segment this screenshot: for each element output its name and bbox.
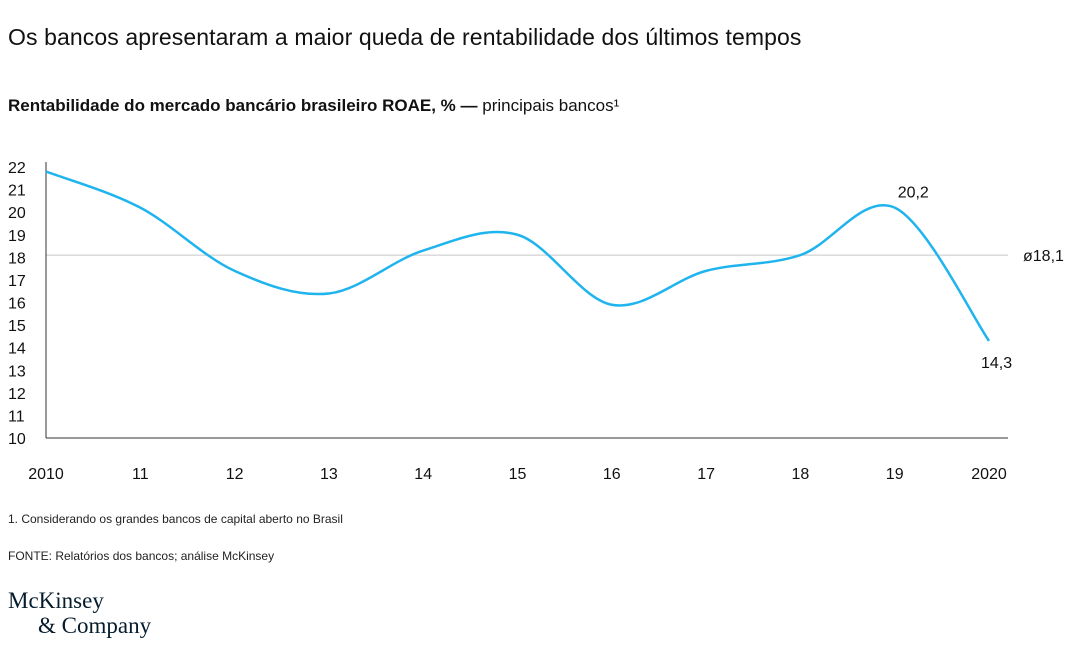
x-tick-label: 17	[697, 466, 715, 483]
y-tick-label: 16	[8, 296, 26, 313]
subtitle-regular: principais bancos¹	[477, 96, 620, 115]
data-label: 20,2	[898, 185, 929, 202]
chart-subtitle: Rentabilidade do mercado bancário brasil…	[8, 96, 619, 116]
x-tick-label: 18	[792, 466, 810, 483]
x-tick-label: 12	[226, 466, 244, 483]
mckinsey-logo: McKinsey & Company	[8, 588, 152, 638]
x-tick-label: 16	[603, 466, 621, 483]
roae-series-line	[45, 170, 991, 342]
data-label: 14,3	[981, 355, 1012, 372]
y-tick-label: 10	[8, 431, 26, 448]
x-tick-label: 2020	[971, 466, 1007, 483]
x-tick-label: 14	[414, 466, 432, 483]
y-tick-label: 13	[8, 363, 26, 380]
chart-title: Os bancos apresentaram a maior queda de …	[8, 24, 802, 50]
y-tick-label: 12	[8, 386, 26, 403]
y-tick-label: 20	[8, 205, 26, 222]
footnote: 1. Considerando os grandes bancos de cap…	[8, 512, 343, 526]
x-tick-label: 19	[886, 466, 904, 483]
y-tick-label: 19	[8, 228, 26, 245]
average-label: ø18,1	[1023, 248, 1064, 265]
y-tick-label: 15	[8, 318, 26, 335]
y-tick-label: 18	[8, 250, 26, 267]
y-tick-label: 21	[8, 183, 26, 200]
y-tick-label: 11	[8, 408, 25, 425]
x-tick-label: 13	[320, 466, 338, 483]
subtitle-bold: Rentabilidade do mercado bancário brasil…	[8, 96, 478, 115]
x-tick-label: 11	[132, 466, 149, 483]
y-tick-label: 14	[8, 341, 26, 358]
y-tick-label: 17	[8, 273, 26, 290]
source-note: FONTE: Relatórios dos bancos; análise Mc…	[8, 549, 275, 563]
y-tick-label: 22	[8, 160, 26, 177]
x-tick-label: 2010	[28, 466, 64, 483]
x-tick-label: 15	[509, 466, 527, 483]
